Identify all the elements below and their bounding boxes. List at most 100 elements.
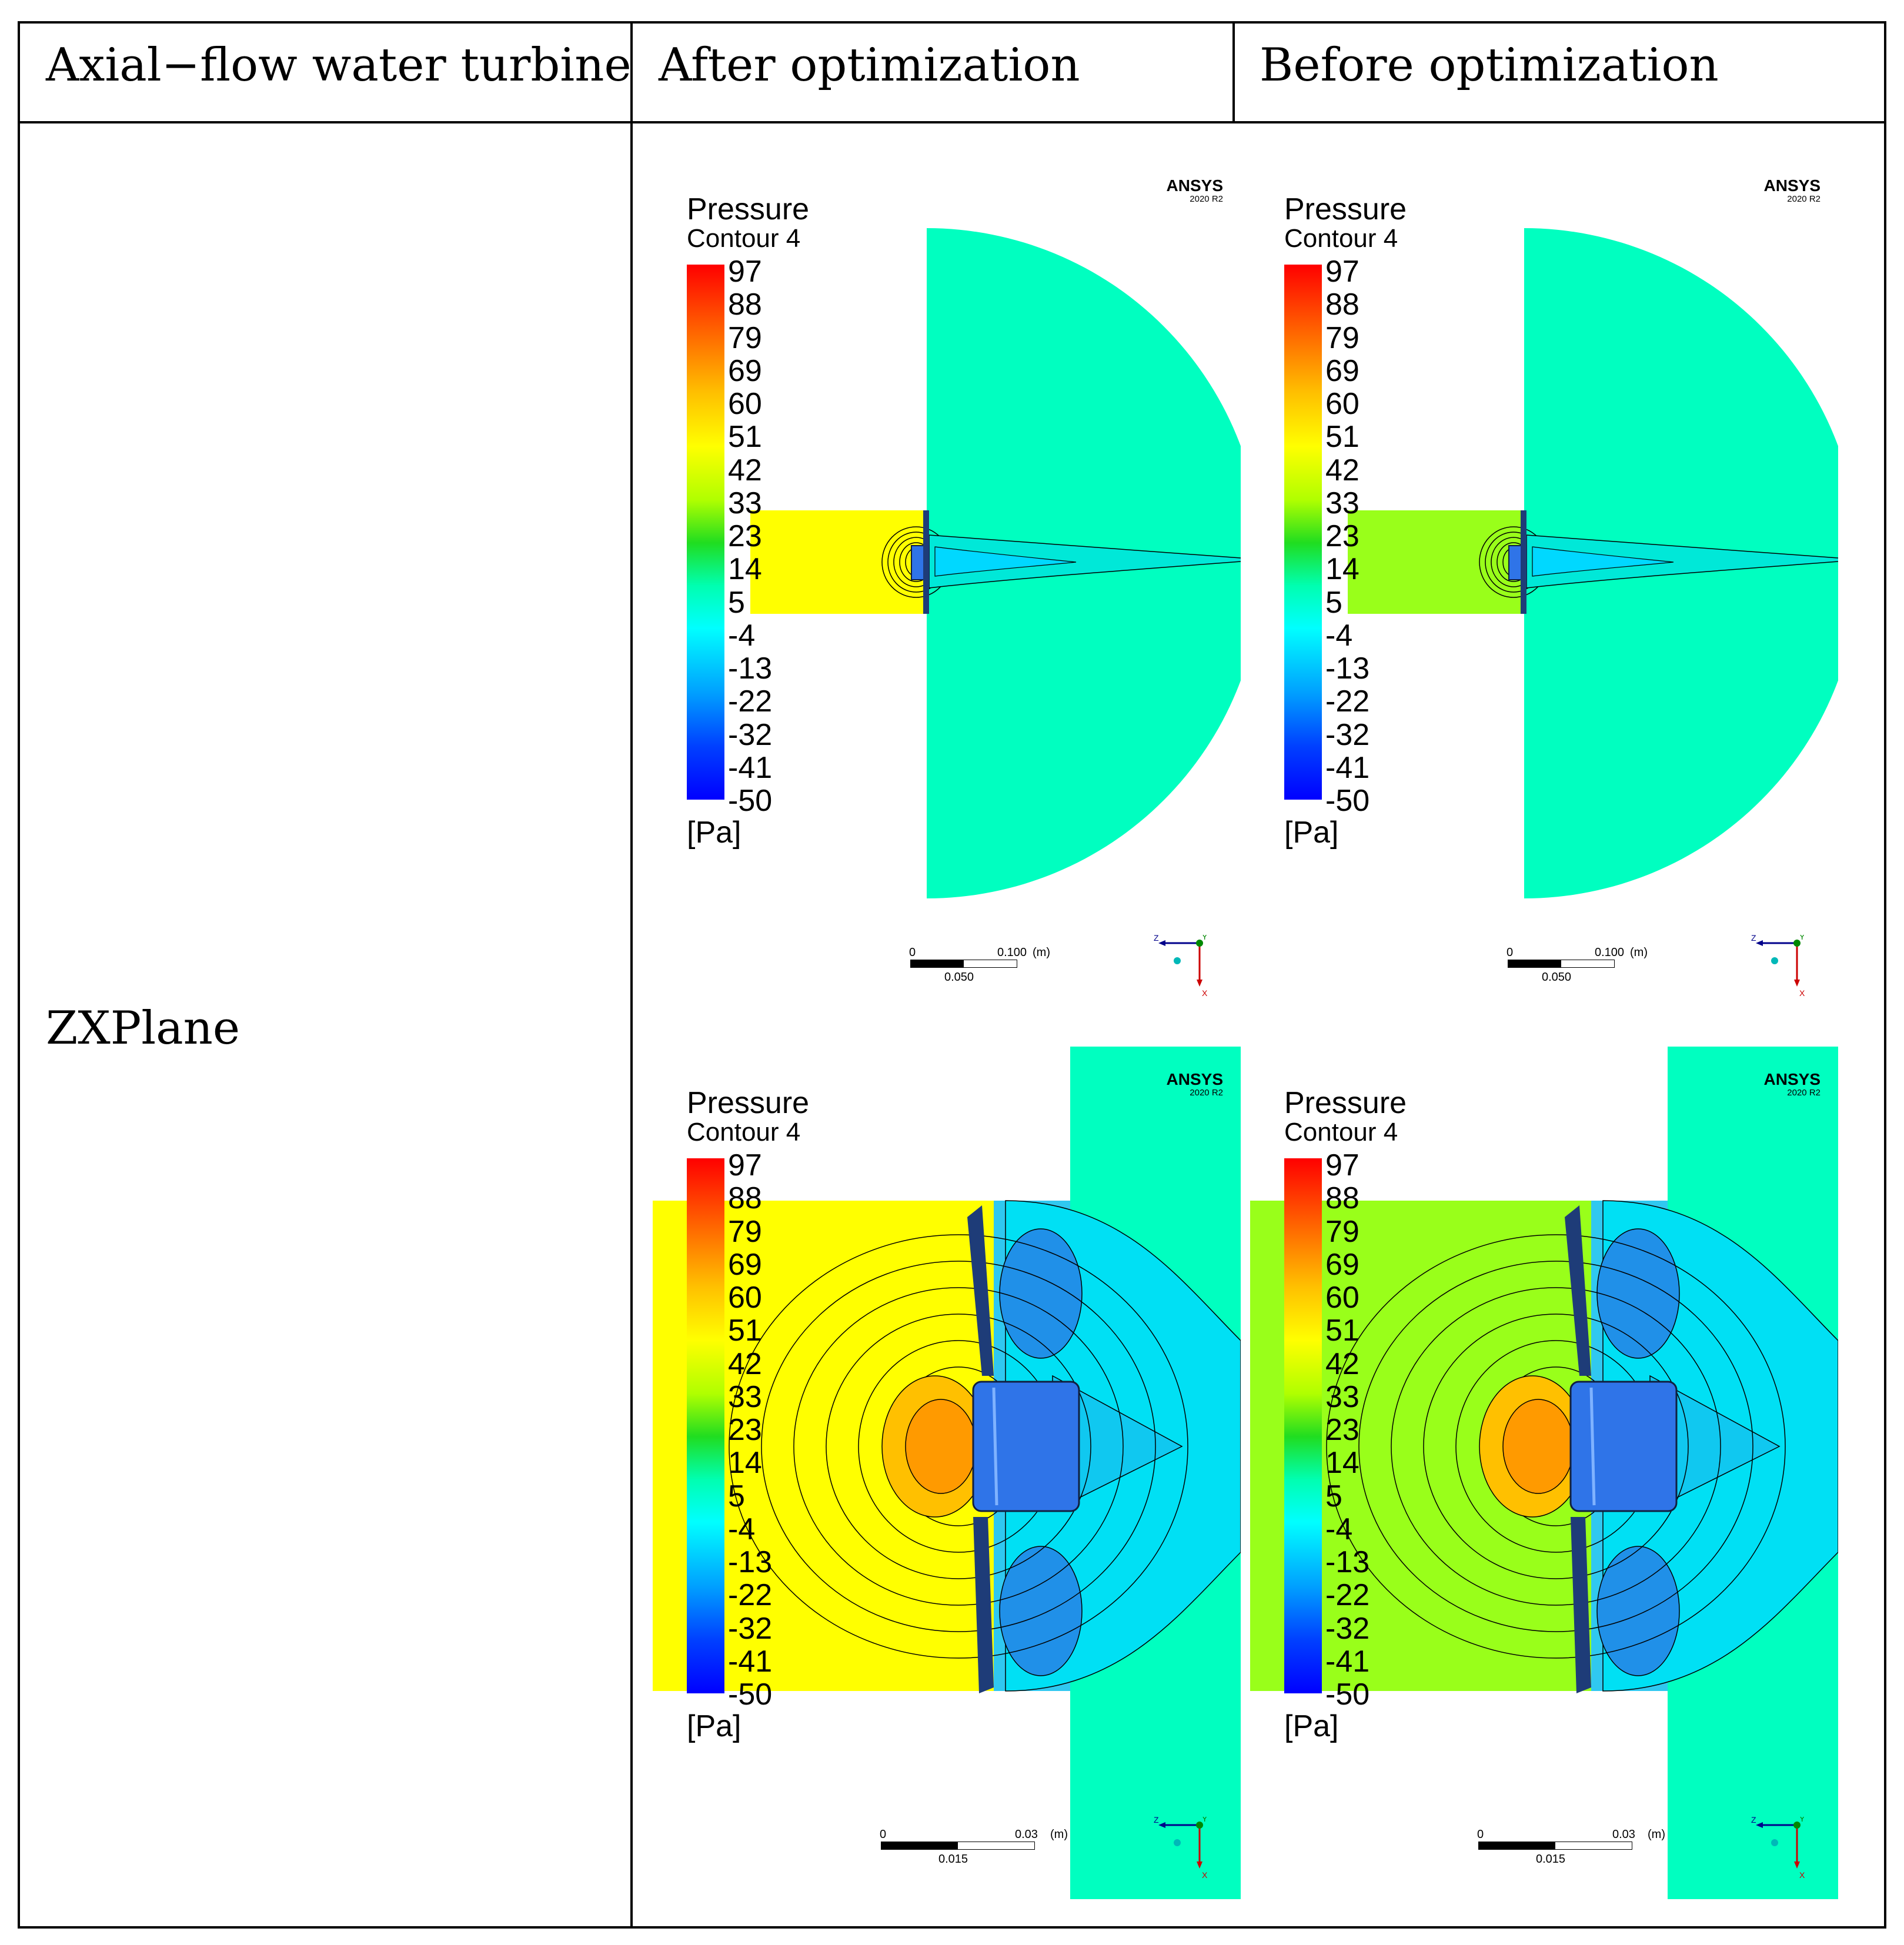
scale-bar-black [1508, 960, 1561, 968]
legend-tick: 97 [1325, 255, 1359, 289]
legend-subtitle: Contour 4 [1284, 224, 1398, 253]
pressure-contour-before-zoom: Pressure Contour 4 97 88 79 69 60 51 42 33 23 14 5 -4… [1250, 1047, 1838, 1899]
legend-tick: 60 [728, 387, 762, 421]
scale-end: 0.100 [1595, 946, 1625, 959]
legend-tick: 97 [1325, 1148, 1359, 1182]
ansys-version: 2020 R2 [1787, 1088, 1821, 1098]
legend-subtitle: Contour 4 [687, 1118, 801, 1147]
legend-tick: 60 [1325, 387, 1359, 421]
scale-bar-white [963, 960, 1017, 968]
legend-tick: 79 [1325, 320, 1359, 355]
table-border-right [1884, 21, 1886, 1929]
pressure-contour-after-full: Pressure Contour 4 97 88 79 69 60 51 42 33 23 14 5 -4… [653, 165, 1241, 1017]
legend-tick: 5 [1325, 585, 1342, 620]
scale-bar-white [1561, 960, 1615, 968]
contour-field [1348, 228, 1838, 898]
legend-tick: 23 [728, 1413, 762, 1447]
legend-unit: [Pa] [687, 816, 741, 850]
legend-title: Pressure [687, 192, 810, 226]
legend-tick: 23 [1325, 1413, 1359, 1447]
ansys-logo: ANSYS 2020 R2 [1167, 1071, 1223, 1098]
legend-subtitle: Contour 4 [1284, 1118, 1398, 1147]
scale-mid: 0.015 [1536, 1853, 1566, 1866]
legend-tick: 69 [728, 1247, 762, 1282]
ansys-version: 2020 R2 [1190, 1088, 1223, 1098]
legend-tick: -50 [728, 784, 773, 818]
scale-end: 0.100 [997, 946, 1027, 959]
legend-tick: 60 [728, 1281, 762, 1315]
legend-tick: -32 [728, 717, 773, 752]
legend-tick: -32 [728, 1611, 773, 1646]
legend-tick: -13 [1325, 651, 1370, 686]
scale-end: 0.03 [1612, 1828, 1635, 1841]
legend-tick: -13 [728, 1545, 773, 1579]
legend-tick: 79 [1325, 1214, 1359, 1249]
table-border-left [18, 21, 20, 1929]
legend-unit: [Pa] [687, 1709, 741, 1743]
scale-mid: 0.050 [1542, 971, 1572, 984]
legend-tick: -41 [728, 1644, 773, 1679]
legend-tick: 97 [728, 1148, 762, 1182]
scale-unit: (m) [1033, 946, 1050, 959]
legend-unit: [Pa] [1284, 816, 1339, 850]
legend-tick: 42 [728, 453, 762, 487]
scale-bar: 0 0.100 (m) 0.050 [909, 947, 1085, 988]
axis-x-label: X [1202, 1870, 1208, 1880]
axis-x-label: X [1799, 1870, 1805, 1880]
legend-unit: [Pa] [1284, 1709, 1339, 1743]
legend-tick: 69 [728, 353, 762, 388]
legend-tick: -50 [1325, 784, 1370, 818]
legend-title: Pressure [1284, 1086, 1407, 1120]
pressure-contour-after-zoom: Pressure Contour 4 97 88 79 69 60 51 42 33 23 14 5 -4… [653, 1047, 1241, 1899]
legend-tick: 51 [1325, 420, 1359, 454]
legend-tick: -32 [1325, 717, 1370, 752]
scale-bar-white [1555, 1842, 1632, 1850]
pressure-colorbar [687, 265, 724, 800]
scale-unit: (m) [1630, 946, 1648, 959]
legend-tick: -22 [1325, 684, 1370, 719]
legend-tick: -32 [1325, 1611, 1370, 1646]
scale-unit: (m) [1648, 1828, 1665, 1841]
legend-tick: 51 [728, 1314, 762, 1348]
coordinate-triad: Z Y X [1153, 932, 1223, 1000]
legend-tick: -13 [728, 651, 773, 686]
legend-tick: 14 [728, 1446, 762, 1481]
axis-y-label: Y [1799, 1817, 1805, 1823]
scale-bar-black [910, 960, 963, 968]
legend-subtitle: Contour 4 [687, 224, 801, 253]
ansys-name: ANSYS [1166, 176, 1223, 195]
legend-tick: -50 [728, 1677, 773, 1712]
legend-tick: -22 [728, 684, 773, 719]
legend-tick: 69 [1325, 353, 1359, 388]
contour-field [750, 228, 1241, 898]
legend-tick: 88 [728, 288, 762, 322]
legend-tick: 33 [1325, 1379, 1359, 1414]
axis-z-label: Z [1751, 1817, 1756, 1824]
scale-mid: 0.015 [938, 1853, 968, 1866]
ansys-name: ANSYS [1166, 1070, 1223, 1088]
legend-tick: 42 [728, 1346, 762, 1381]
legend-tick: -22 [728, 1578, 773, 1613]
legend-tick: 88 [1325, 1181, 1359, 1216]
scale-bar-black [1478, 1842, 1555, 1850]
header-turbine: Axial−flow water turbine [46, 39, 632, 92]
legend-tick: 79 [728, 1214, 762, 1249]
scale-bar: 0 0.100 (m) 0.050 [1507, 947, 1683, 988]
table-header-divider [18, 121, 1886, 123]
legend-tick: 5 [1325, 1479, 1342, 1513]
ansys-logo: ANSYS 2020 R2 [1764, 1071, 1821, 1098]
legend-tick: -50 [1325, 1677, 1370, 1712]
scale-start: 0 [1477, 1828, 1484, 1841]
legend-tick: 5 [728, 585, 745, 620]
legend-tick: 33 [728, 486, 762, 520]
scale-start: 0 [1507, 946, 1514, 959]
scale-bar: 0 0.03 (m) 0.015 [880, 1829, 1103, 1870]
scale-unit: (m) [1050, 1828, 1068, 1841]
legend-tick: -4 [1325, 1512, 1353, 1546]
legend-tick: -22 [1325, 1578, 1370, 1613]
legend-tick: -41 [1325, 1644, 1370, 1679]
scale-end: 0.03 [1015, 1828, 1038, 1841]
ansys-name: ANSYS [1763, 1070, 1821, 1088]
scale-bar: 0 0.03 (m) 0.015 [1477, 1829, 1701, 1870]
